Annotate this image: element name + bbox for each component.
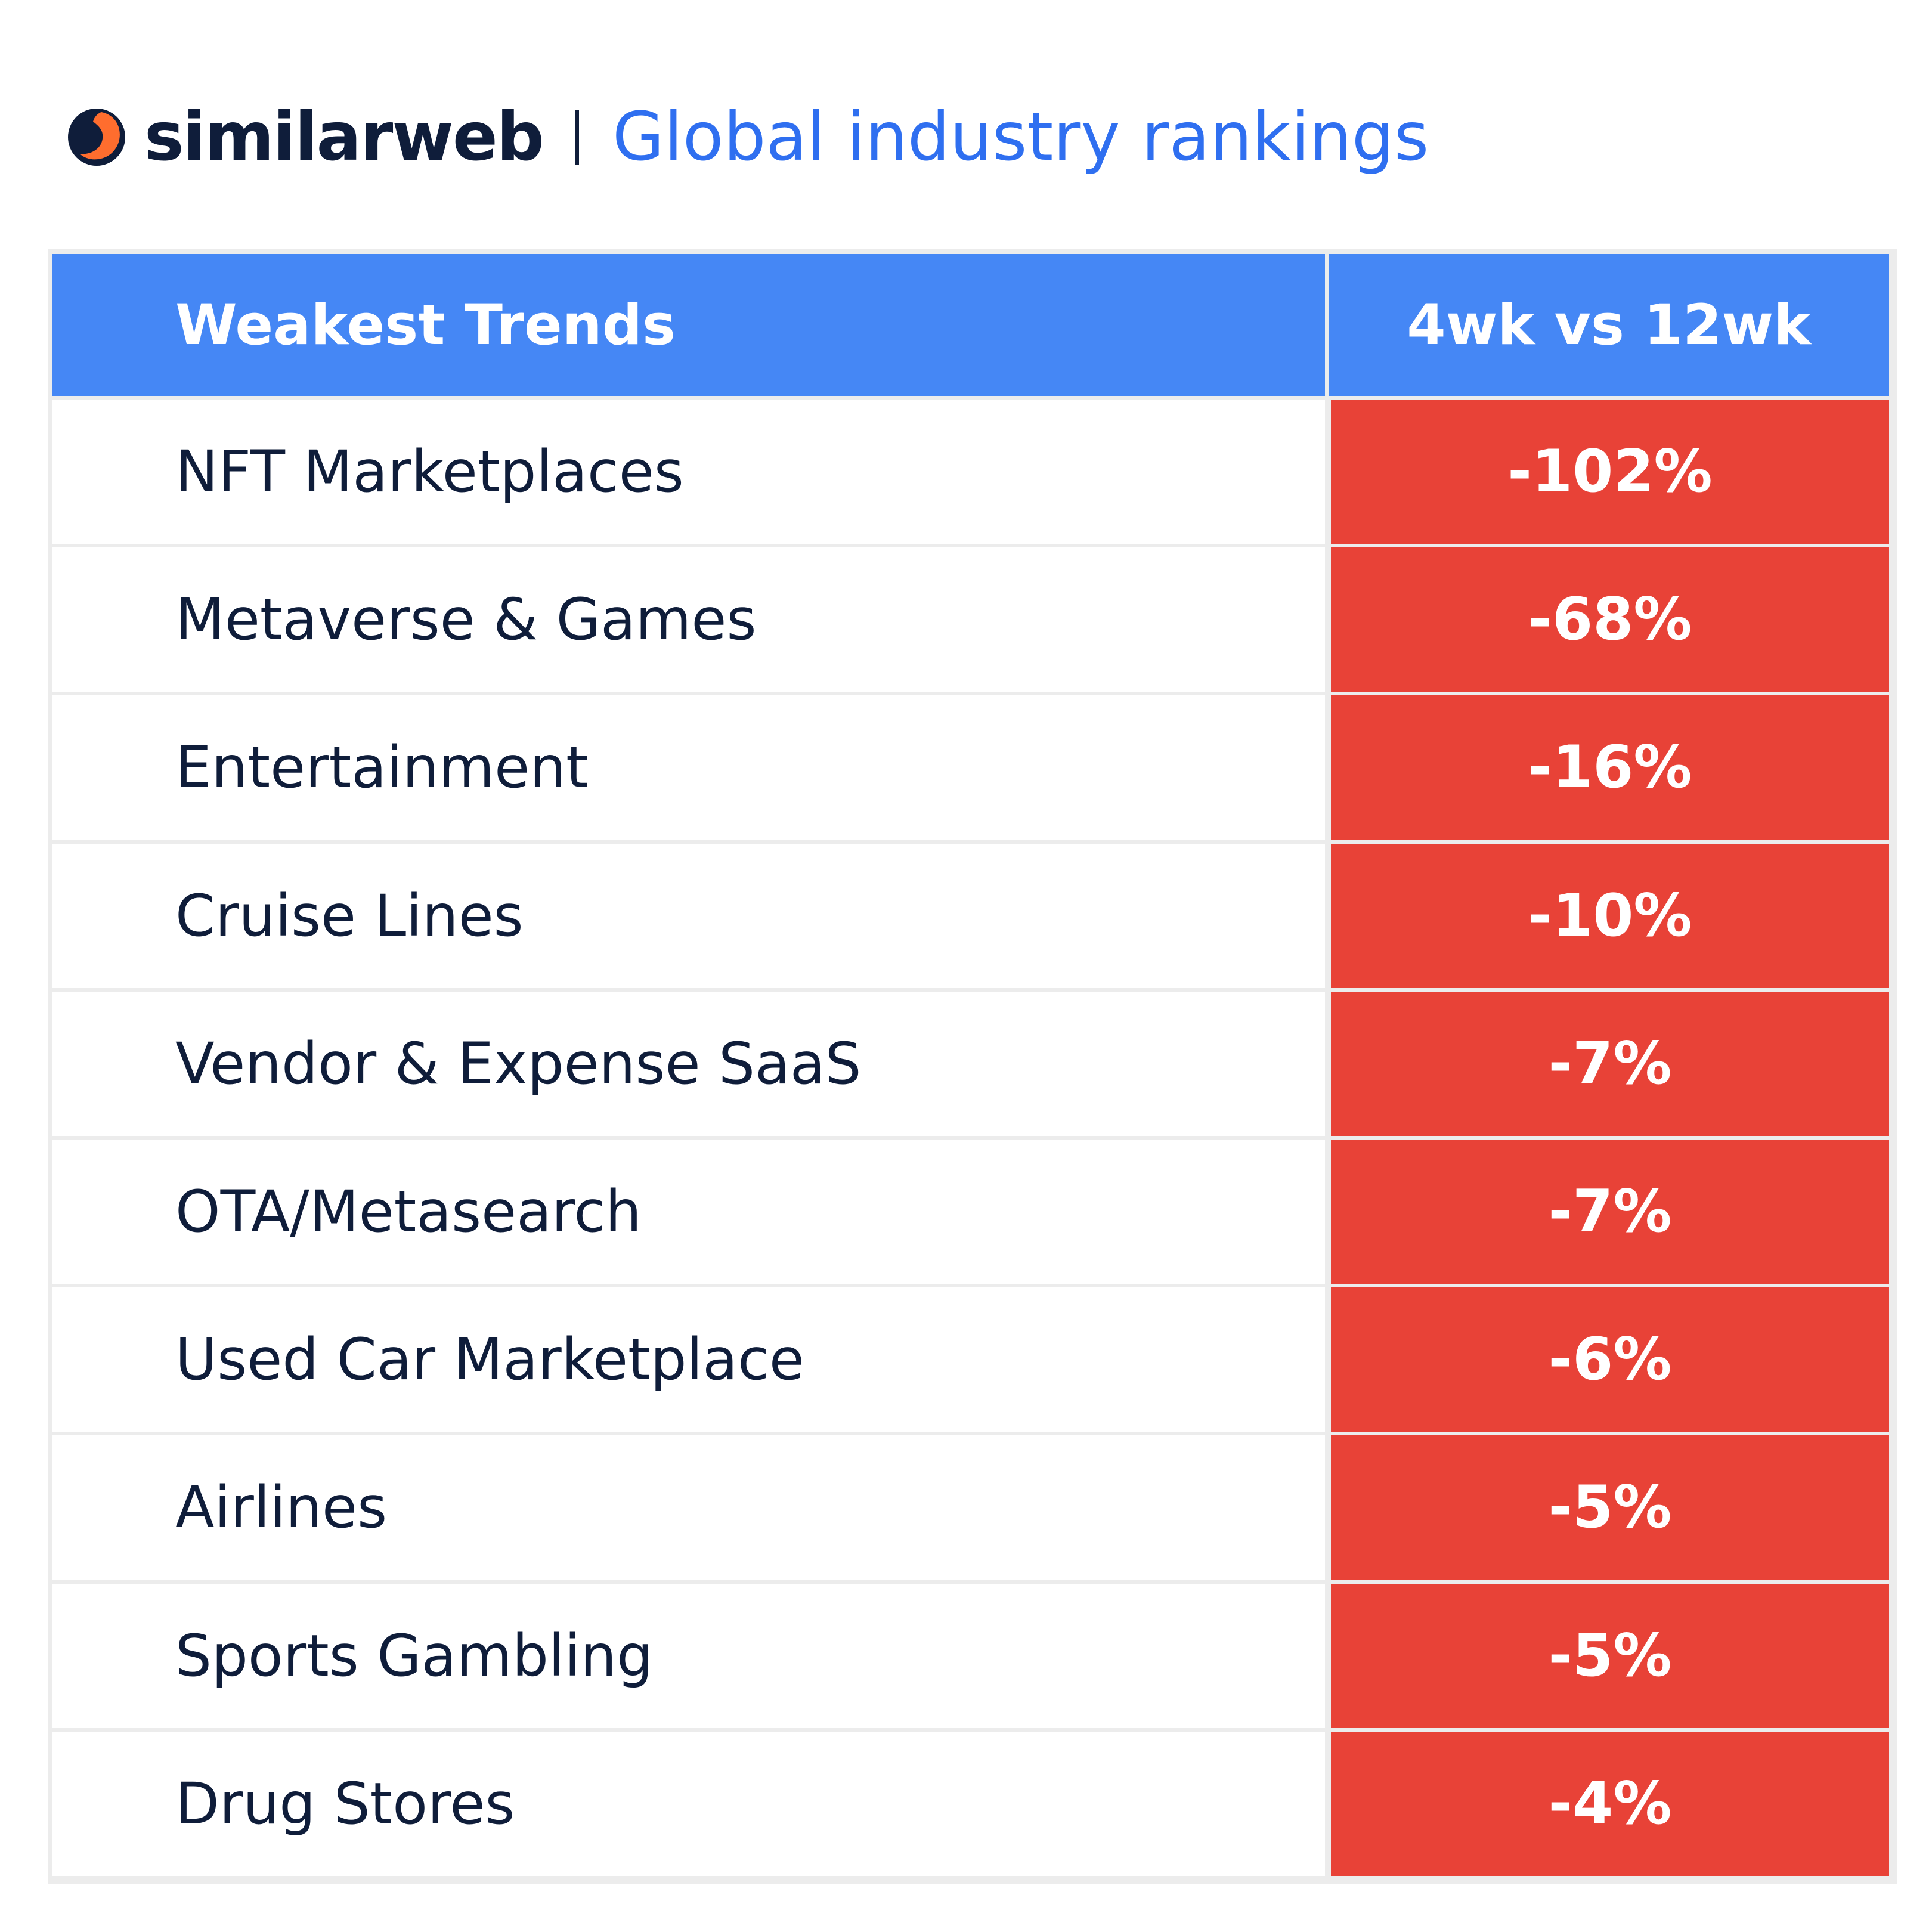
table-row: Used Car Marketplace -6% bbox=[52, 1287, 1893, 1432]
trend-value: -4% bbox=[1331, 1731, 1889, 1876]
trend-value: -68% bbox=[1331, 547, 1889, 692]
trend-value: -16% bbox=[1331, 695, 1889, 840]
table-row: Metaverse & Games -68% bbox=[52, 547, 1893, 692]
industry-label: Airlines bbox=[52, 1435, 1325, 1580]
industry-label: Entertainment bbox=[52, 695, 1325, 840]
table-row: NFT Marketplaces -102% bbox=[52, 400, 1893, 544]
trend-value: -5% bbox=[1331, 1583, 1889, 1728]
column-header-change: 4wk vs 12wk bbox=[1329, 254, 1889, 396]
industry-label: Sports Gambling bbox=[52, 1583, 1325, 1728]
table-row: OTA/Metasearch -7% bbox=[52, 1140, 1893, 1284]
industry-label: Cruise Lines bbox=[52, 843, 1325, 988]
page-title: Global industry rankings bbox=[612, 98, 1429, 176]
column-header-industry: Weakest Trends bbox=[52, 254, 1325, 396]
table-row: Entertainment -16% bbox=[52, 695, 1893, 840]
trend-value: -10% bbox=[1331, 843, 1889, 988]
industry-label: Metaverse & Games bbox=[52, 547, 1325, 692]
rankings-table: Weakest Trends 4wk vs 12wk NFT Marketpla… bbox=[52, 254, 1893, 1880]
trend-value: -5% bbox=[1331, 1435, 1889, 1580]
table-row: Sports Gambling -5% bbox=[52, 1583, 1893, 1728]
brand-name: similarweb bbox=[144, 98, 544, 176]
industry-label: NFT Marketplaces bbox=[52, 400, 1325, 544]
table-row: Cruise Lines -10% bbox=[52, 843, 1893, 988]
rankings-table-frame: Weakest Trends 4wk vs 12wk NFT Marketpla… bbox=[48, 249, 1897, 1884]
similarweb-logo-icon bbox=[68, 109, 125, 166]
trend-value: -6% bbox=[1331, 1287, 1889, 1432]
industry-label: Drug Stores bbox=[52, 1731, 1325, 1876]
table-row: Drug Stores -4% bbox=[52, 1731, 1893, 1876]
trend-value: -102% bbox=[1331, 400, 1889, 544]
trend-value: -7% bbox=[1331, 991, 1889, 1136]
industry-label: OTA/Metasearch bbox=[52, 1140, 1325, 1284]
header-divider bbox=[575, 110, 579, 165]
page-header: similarweb Global industry rankings bbox=[67, 89, 1429, 185]
industry-label: Vendor & Expense SaaS bbox=[52, 991, 1325, 1136]
trend-value: -7% bbox=[1331, 1140, 1889, 1284]
industry-label: Used Car Marketplace bbox=[52, 1287, 1325, 1432]
table-row: Vendor & Expense SaaS -7% bbox=[52, 991, 1893, 1136]
table-row: Airlines -5% bbox=[52, 1435, 1893, 1580]
table-header-row: Weakest Trends 4wk vs 12wk bbox=[52, 254, 1893, 396]
